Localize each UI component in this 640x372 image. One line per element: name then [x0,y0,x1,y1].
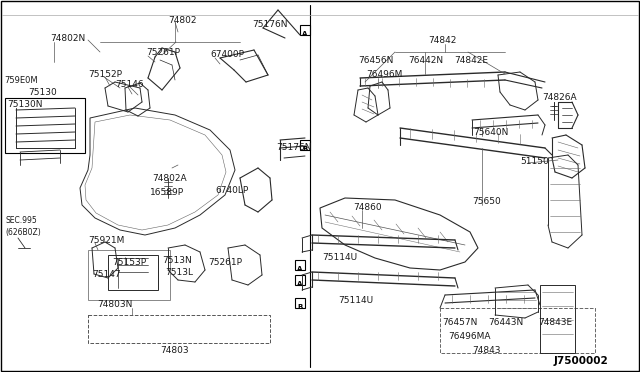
Text: 76457N: 76457N [442,318,477,327]
Text: 74843E: 74843E [538,318,572,327]
Bar [108,255,158,290]
Text: 75176N: 75176N [252,20,287,29]
Text: 74803N: 74803N [97,300,132,309]
Text: 76496MA: 76496MA [448,332,490,341]
Text: 75176N: 75176N [276,143,312,152]
Bar [295,260,305,270]
Text: B: B [302,146,308,152]
Text: 75261P: 75261P [146,48,180,57]
Text: (626B0Z): (626B0Z) [5,228,41,237]
Text: 75153P: 75153P [112,258,146,267]
Text: 74802A: 74802A [152,174,187,183]
Bar [88,315,270,343]
Text: 76442N: 76442N [408,56,443,65]
Bar [295,298,305,308]
Text: 75152P: 75152P [88,70,122,79]
Text: 6740LP: 6740LP [215,186,248,195]
Text: 67400P: 67400P [210,50,244,59]
Text: 76496M: 76496M [366,70,403,79]
Bar [440,308,595,353]
Bar [300,25,310,35]
Text: 75921M: 75921M [88,236,124,245]
Text: 75114U: 75114U [338,296,373,305]
Text: 74842: 74842 [428,36,456,45]
Text: 74803: 74803 [160,346,189,355]
Text: A: A [298,266,303,272]
Text: 74802: 74802 [168,16,196,25]
Text: 75147: 75147 [92,270,120,279]
Bar [540,285,575,353]
Text: 74802N: 74802N [50,34,85,43]
Text: 74826A: 74826A [542,93,577,102]
Text: 76443N: 76443N [488,318,524,327]
Text: 75130: 75130 [28,88,57,97]
Text: A: A [302,31,308,37]
Text: 7513N: 7513N [162,256,192,265]
Text: J7500002: J7500002 [554,356,609,366]
Text: 7513L: 7513L [165,268,193,277]
Bar [295,275,305,285]
Text: A: A [298,281,303,287]
Text: 76456N: 76456N [358,56,394,65]
Text: 16589P: 16589P [150,188,184,197]
Text: 75146: 75146 [115,80,143,89]
Bar [88,250,170,300]
Text: 75261P: 75261P [208,258,242,267]
Text: 74843: 74843 [472,346,500,355]
Text: 74860: 74860 [353,203,381,212]
Text: B: B [298,304,303,310]
Text: 75650: 75650 [472,197,500,206]
Bar [300,140,310,150]
Text: 51150: 51150 [520,157,548,166]
Text: SEC.995: SEC.995 [6,216,38,225]
Text: 74842E: 74842E [454,56,488,65]
Text: 75130N: 75130N [7,100,42,109]
Text: 759E0M: 759E0M [4,76,38,85]
Text: 75640N: 75640N [473,128,508,137]
Bar [5,98,85,153]
Text: 75114U: 75114U [322,253,357,262]
